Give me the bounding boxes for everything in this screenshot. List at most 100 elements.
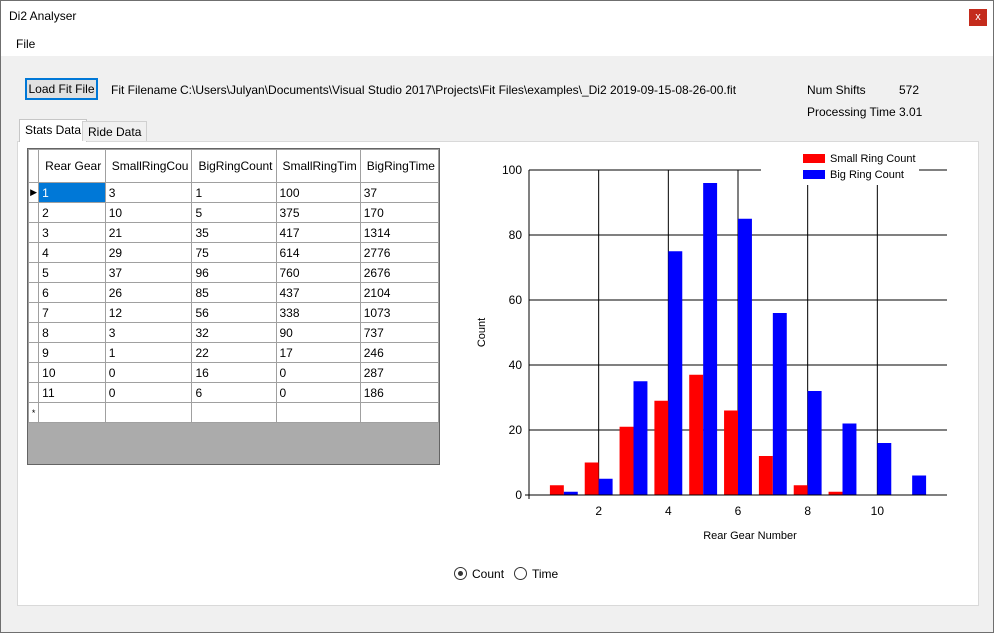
menu-file[interactable]: File [16,37,36,51]
grid-cell[interactable]: 11 [38,382,106,403]
grid-cell[interactable]: 246 [359,342,439,363]
grid-cell[interactable]: 37 [359,182,439,203]
radio-time-indicator[interactable] [514,567,527,580]
new-row-header[interactable]: * [28,402,40,423]
row-header[interactable] [28,362,40,383]
grid-cell[interactable]: 32 [191,322,277,343]
grid-cell[interactable]: 437 [275,282,361,303]
grid-cell[interactable]: 22 [191,342,277,363]
grid-cell[interactable]: 0 [275,382,361,403]
table-row[interactable]: 2 10 5 375 170 [28,202,439,223]
row-header[interactable] [28,382,40,403]
grid-cell[interactable]: 12 [104,302,193,323]
grid-cell[interactable]: 737 [359,322,439,343]
column-header-small-ring-count[interactable]: SmallRingCou [104,149,193,183]
tab-stats-data[interactable]: Stats Data [19,119,88,142]
stats-grid[interactable]: Rear Gear SmallRingCou BigRingCount Smal… [27,148,440,465]
table-row[interactable]: ▶ 1 3 1 100 37 [28,182,439,203]
grid-cell[interactable]: 1 [38,182,106,203]
table-row[interactable]: 5 37 96 760 2676 [28,262,439,283]
grid-cell[interactable]: 1073 [359,302,439,323]
table-row[interactable]: 4 29 75 614 2776 [28,242,439,263]
grid-cell[interactable]: 7 [38,302,106,323]
table-row[interactable]: 11 0 6 0 186 [28,382,439,403]
load-fit-file-button[interactable]: Load Fit File [25,78,98,100]
grid-cell[interactable]: 0 [104,362,193,383]
grid-cell[interactable]: 5 [38,262,106,283]
close-button[interactable]: x [969,9,987,26]
grid-cell[interactable]: 0 [104,382,193,403]
row-header[interactable] [28,342,40,363]
table-row[interactable]: 3 21 35 417 1314 [28,222,439,243]
row-header[interactable] [28,222,40,243]
grid-cell[interactable]: 56 [191,302,277,323]
grid-cell[interactable]: 3 [104,182,193,203]
grid-cell[interactable]: 1314 [359,222,439,243]
grid-cell[interactable]: 2 [38,202,106,223]
grid-cell[interactable]: 17 [275,342,361,363]
row-header[interactable] [28,202,40,223]
grid-cell[interactable] [191,402,277,423]
grid-cell[interactable]: 170 [359,202,439,223]
grid-cell[interactable]: 4 [38,242,106,263]
grid-cell[interactable] [38,402,106,423]
grid-cell[interactable]: 186 [359,382,439,403]
grid-cell[interactable]: 26 [104,282,193,303]
grid-cell[interactable]: 6 [191,382,277,403]
grid-cell[interactable]: 3 [38,222,106,243]
grid-cell[interactable] [104,402,193,423]
row-header[interactable]: ▶ [28,182,40,203]
grid-cell[interactable]: 760 [275,262,361,283]
grid-cell[interactable]: 2676 [359,262,439,283]
column-header-big-ring-time[interactable]: BigRingTime [359,149,439,183]
grid-cell[interactable]: 37 [104,262,193,283]
grid-corner[interactable] [28,149,40,183]
row-header[interactable] [28,282,40,303]
grid-cell[interactable]: 35 [191,222,277,243]
grid-cell[interactable]: 90 [275,322,361,343]
tab-ride-data[interactable]: Ride Data [82,121,148,141]
grid-cell[interactable]: 16 [191,362,277,383]
column-header-small-ring-time[interactable]: SmallRingTim [275,149,361,183]
column-header-big-ring-count[interactable]: BigRingCount [191,149,277,183]
table-row[interactable]: 10 0 16 0 287 [28,362,439,383]
table-row[interactable]: 9 1 22 17 246 [28,342,439,363]
row-header[interactable] [28,262,40,283]
grid-cell[interactable] [275,402,361,423]
grid-cell[interactable]: 21 [104,222,193,243]
grid-cell[interactable]: 96 [191,262,277,283]
grid-cell[interactable]: 85 [191,282,277,303]
grid-cell[interactable]: 75 [191,242,277,263]
grid-cell[interactable]: 1 [104,342,193,363]
grid-cell[interactable]: 100 [275,182,361,203]
grid-cell[interactable]: 0 [275,362,361,383]
radio-count[interactable]: Count [454,567,504,581]
grid-cell[interactable]: 10 [104,202,193,223]
grid-cell[interactable]: 3 [104,322,193,343]
grid-cell[interactable]: 417 [275,222,361,243]
grid-cell[interactable]: 338 [275,302,361,323]
grid-cell[interactable]: 9 [38,342,106,363]
radio-count-indicator[interactable] [454,567,467,580]
grid-cell[interactable]: 29 [104,242,193,263]
grid-cell[interactable]: 10 [38,362,106,383]
column-header-rear-gear[interactable]: Rear Gear [38,149,106,183]
grid-cell[interactable]: 5 [191,202,277,223]
grid-cell[interactable]: 6 [38,282,106,303]
radio-time[interactable]: Time [514,567,558,581]
grid-cell[interactable]: 1 [191,182,277,203]
new-row[interactable]: * [28,402,439,423]
grid-cell[interactable]: 287 [359,362,439,383]
grid-cell[interactable]: 614 [275,242,361,263]
grid-cell[interactable]: 2776 [359,242,439,263]
row-header[interactable] [28,322,40,343]
grid-cell[interactable]: 2104 [359,282,439,303]
grid-cell[interactable]: 375 [275,202,361,223]
table-row[interactable]: 7 12 56 338 1073 [28,302,439,323]
grid-cell[interactable]: 8 [38,322,106,343]
table-row[interactable]: 8 3 32 90 737 [28,322,439,343]
grid-cell[interactable] [359,402,439,423]
table-row[interactable]: 6 26 85 437 2104 [28,282,439,303]
row-header[interactable] [28,302,40,323]
row-header[interactable] [28,242,40,263]
